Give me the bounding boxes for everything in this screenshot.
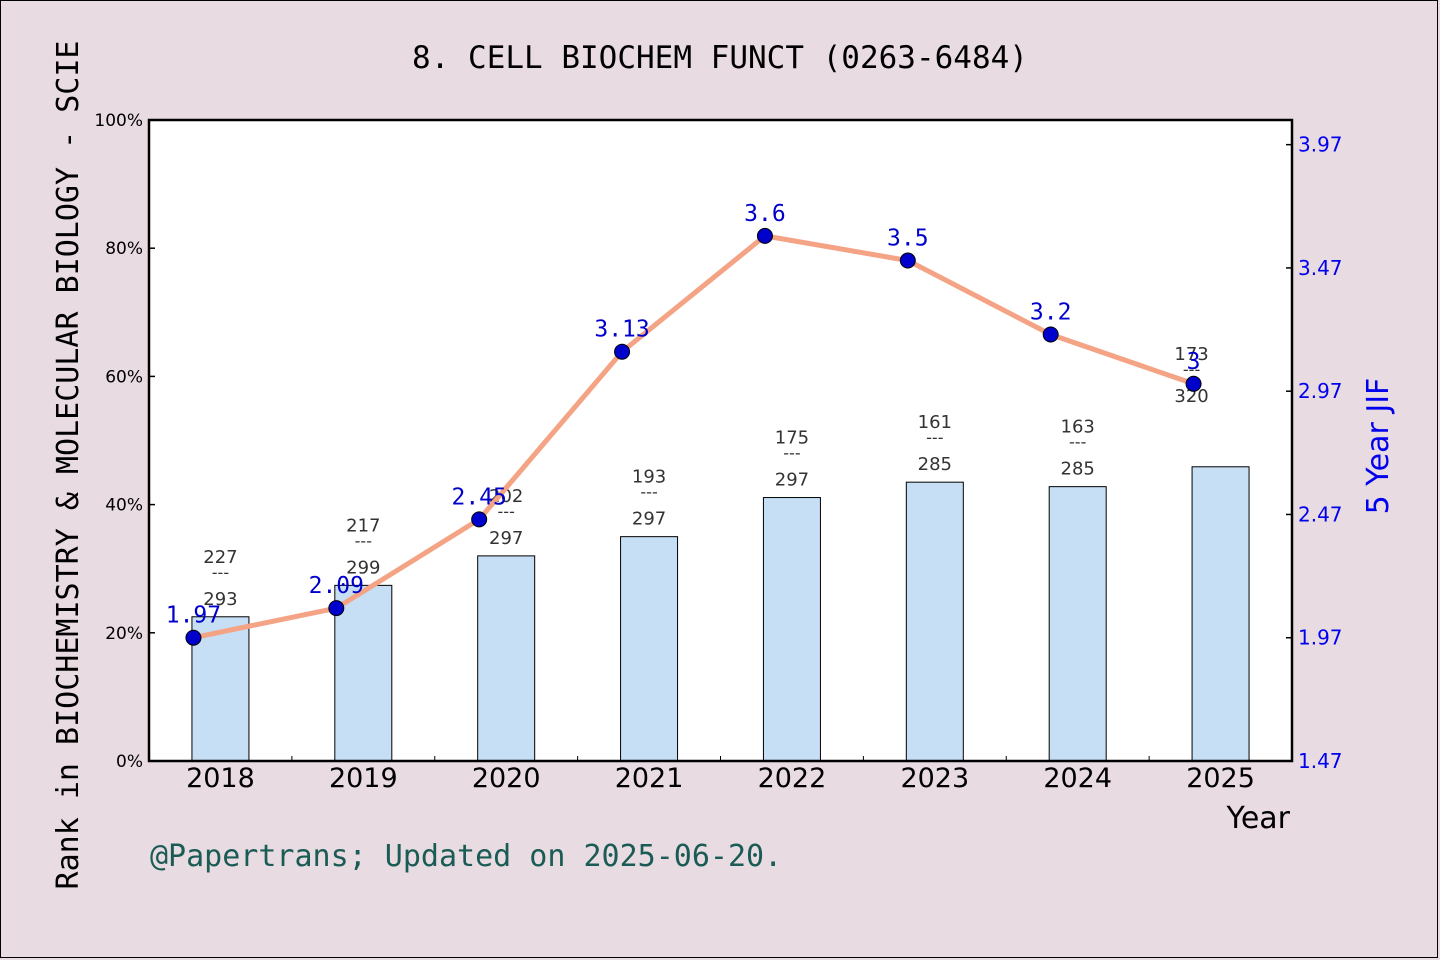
bar-2023 — [905, 481, 964, 762]
x-tick-label: 2025 — [1186, 763, 1255, 794]
footer-note: @Papertrans; Updated on 2025-06-20. — [150, 839, 782, 874]
jif-value-label: 2.09 — [309, 573, 364, 599]
y-axis-left-label: Rank in BIOCHEMISTRY & MOLECULAR BIOLOGY… — [51, 41, 86, 890]
rank-divider: --- — [1183, 360, 1200, 379]
jif-value-label: 3.2 — [1030, 299, 1072, 325]
left-tick-label: 0% — [116, 752, 143, 772]
jif-point-2022 — [756, 227, 773, 244]
jif-point-2024 — [1042, 326, 1059, 343]
chart-title: 8. CELL BIOCHEM FUNCT (0263-6484) — [412, 40, 1028, 76]
x-tick-label: 2022 — [758, 763, 827, 794]
x-tick-label: 2023 — [900, 763, 969, 794]
left-tick-label: 40% — [105, 496, 143, 516]
right-tick-label: 3.97 — [1298, 133, 1343, 157]
bar-2020 — [477, 555, 536, 762]
rank-denominator: 320 — [1174, 386, 1208, 407]
jif-value-label: 2.45 — [451, 484, 506, 510]
jif-value-label: 1.97 — [166, 603, 221, 629]
rank-divider: --- — [1069, 433, 1086, 452]
right-tick-label: 2.47 — [1298, 502, 1343, 526]
jif-value-label: 3.5 — [887, 226, 929, 252]
bar-2024 — [1048, 486, 1107, 762]
right-tick-label: 2.97 — [1298, 379, 1343, 403]
left-tick-label: 20% — [105, 624, 143, 644]
rank-numerator: 193 — [632, 467, 666, 488]
rank-divider: --- — [640, 483, 657, 502]
plot-area — [149, 120, 1292, 761]
bar-2021 — [620, 536, 679, 762]
jif-value-label: 3.13 — [594, 317, 649, 343]
rank-denominator: 297 — [489, 528, 523, 549]
jif-line — [192, 233, 1195, 641]
right-tick-label: 3.47 — [1298, 256, 1343, 280]
left-tick-label: 60% — [105, 367, 143, 387]
rank-numerator: 163 — [1061, 417, 1095, 438]
rank-denominator: 285 — [1061, 459, 1095, 480]
rank-numerator: 217 — [346, 515, 380, 536]
rank-labels-layer: 227---293217---299202---297193---297175-… — [203, 344, 1208, 610]
rank-denominator: 285 — [918, 454, 952, 475]
jif-point-2021 — [614, 343, 631, 360]
rank-divider: --- — [355, 531, 372, 550]
left-tick-label: 100% — [94, 111, 143, 131]
x-tick-label: 2020 — [472, 763, 541, 794]
bar-2025 — [1191, 466, 1250, 762]
rank-denominator: 297 — [632, 509, 666, 530]
jif-line-layer: 1.97 2.09 2.45 3.13 3.6 3.5 3.2 3 — [166, 201, 1202, 646]
rank-divider: --- — [212, 563, 229, 582]
x-tick-label: 2024 — [1043, 763, 1112, 794]
x-tick-label: 2019 — [329, 763, 398, 794]
jif-point-2019 — [328, 600, 345, 617]
y-axis-right-label: 5 Year JIF — [1361, 378, 1396, 515]
x-tick-label: 2018 — [186, 763, 255, 794]
bar-2022 — [762, 497, 821, 762]
x-axis-label: Year — [1225, 801, 1290, 836]
axes-layer: 0% 20% 40% 60% 80% 100% 1.47 1.97 2.47 2.97 3.47 3.… — [94, 111, 1342, 794]
jif-point-2025 — [1185, 375, 1202, 392]
right-tick-label: 1.47 — [1298, 749, 1343, 773]
rank-denominator: 299 — [346, 557, 380, 578]
rank-numerator: 175 — [775, 428, 809, 449]
right-tick-label: 1.97 — [1298, 626, 1343, 650]
rank-denominator: 297 — [775, 470, 809, 491]
jif-value-label: 3 — [1187, 349, 1201, 375]
jif-point-2020 — [471, 511, 488, 528]
rank-numerator: 227 — [203, 547, 237, 568]
jif-value-label: 3.6 — [744, 201, 786, 227]
x-tick-label: 2021 — [615, 763, 684, 794]
rank-denominator: 293 — [203, 589, 237, 610]
rank-divider: --- — [498, 502, 515, 521]
rank-divider: --- — [926, 428, 943, 447]
rank-divider: --- — [783, 444, 800, 463]
jif-point-2023 — [899, 252, 916, 269]
left-tick-label: 80% — [105, 239, 143, 259]
rank-numerator: 161 — [918, 412, 952, 433]
bar-2019 — [334, 584, 393, 762]
jif-point-2018 — [185, 629, 202, 646]
rank-numerator: 173 — [1174, 344, 1208, 365]
